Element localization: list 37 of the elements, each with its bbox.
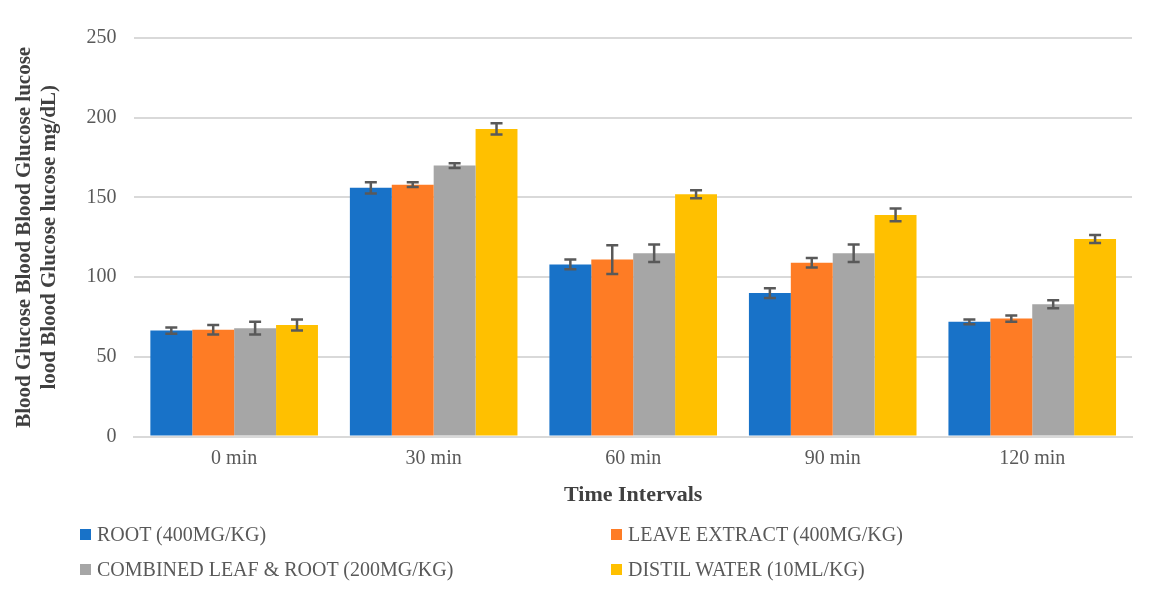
y-tick-label: 150 — [86, 184, 117, 207]
bar — [150, 330, 193, 436]
legend-label: COMBINED LEAF & ROOT (200MG/KG) — [97, 558, 454, 581]
x-tick-label: 30 min — [405, 445, 462, 468]
legend-label: DISTIL WATER (10ML/KG) — [628, 558, 865, 581]
bar — [990, 318, 1033, 436]
bar — [948, 321, 991, 436]
bar — [675, 194, 717, 436]
legend-label: LEAVE EXTRACT (400MG/KG) — [628, 523, 903, 546]
bar — [192, 329, 235, 436]
bar — [276, 324, 318, 436]
bar — [234, 328, 277, 436]
y-tick-label: 250 — [86, 25, 117, 48]
y-axis-title: Blood Glucose Blood Blood Glucose lucose lood Blood Glucose lucose mg/dL) — [11, 46, 61, 428]
bar — [633, 253, 676, 436]
x-tick-label: 120 min — [999, 445, 1066, 468]
bar — [391, 184, 434, 436]
bar — [748, 293, 791, 436]
bar — [874, 214, 917, 436]
bar — [549, 264, 592, 436]
bar — [349, 187, 392, 436]
bar — [1074, 238, 1117, 436]
bar — [790, 262, 833, 436]
x-tick-label: 90 min — [804, 445, 861, 468]
bar — [433, 165, 476, 436]
bar — [475, 128, 518, 436]
bar — [591, 259, 634, 436]
y-tick-label: 0 — [106, 423, 117, 446]
x-axis-title: Time Intervals — [564, 481, 703, 507]
x-tick-label: 0 min — [211, 445, 258, 468]
y-tick-label: 200 — [86, 104, 117, 127]
bar — [832, 253, 875, 436]
y-tick-label: 100 — [86, 264, 117, 287]
legend-label: ROOT (400MG/KG) — [97, 523, 267, 546]
bar — [1032, 304, 1075, 436]
y-tick-label: 50 — [96, 344, 117, 367]
x-tick-label: 60 min — [605, 445, 662, 468]
